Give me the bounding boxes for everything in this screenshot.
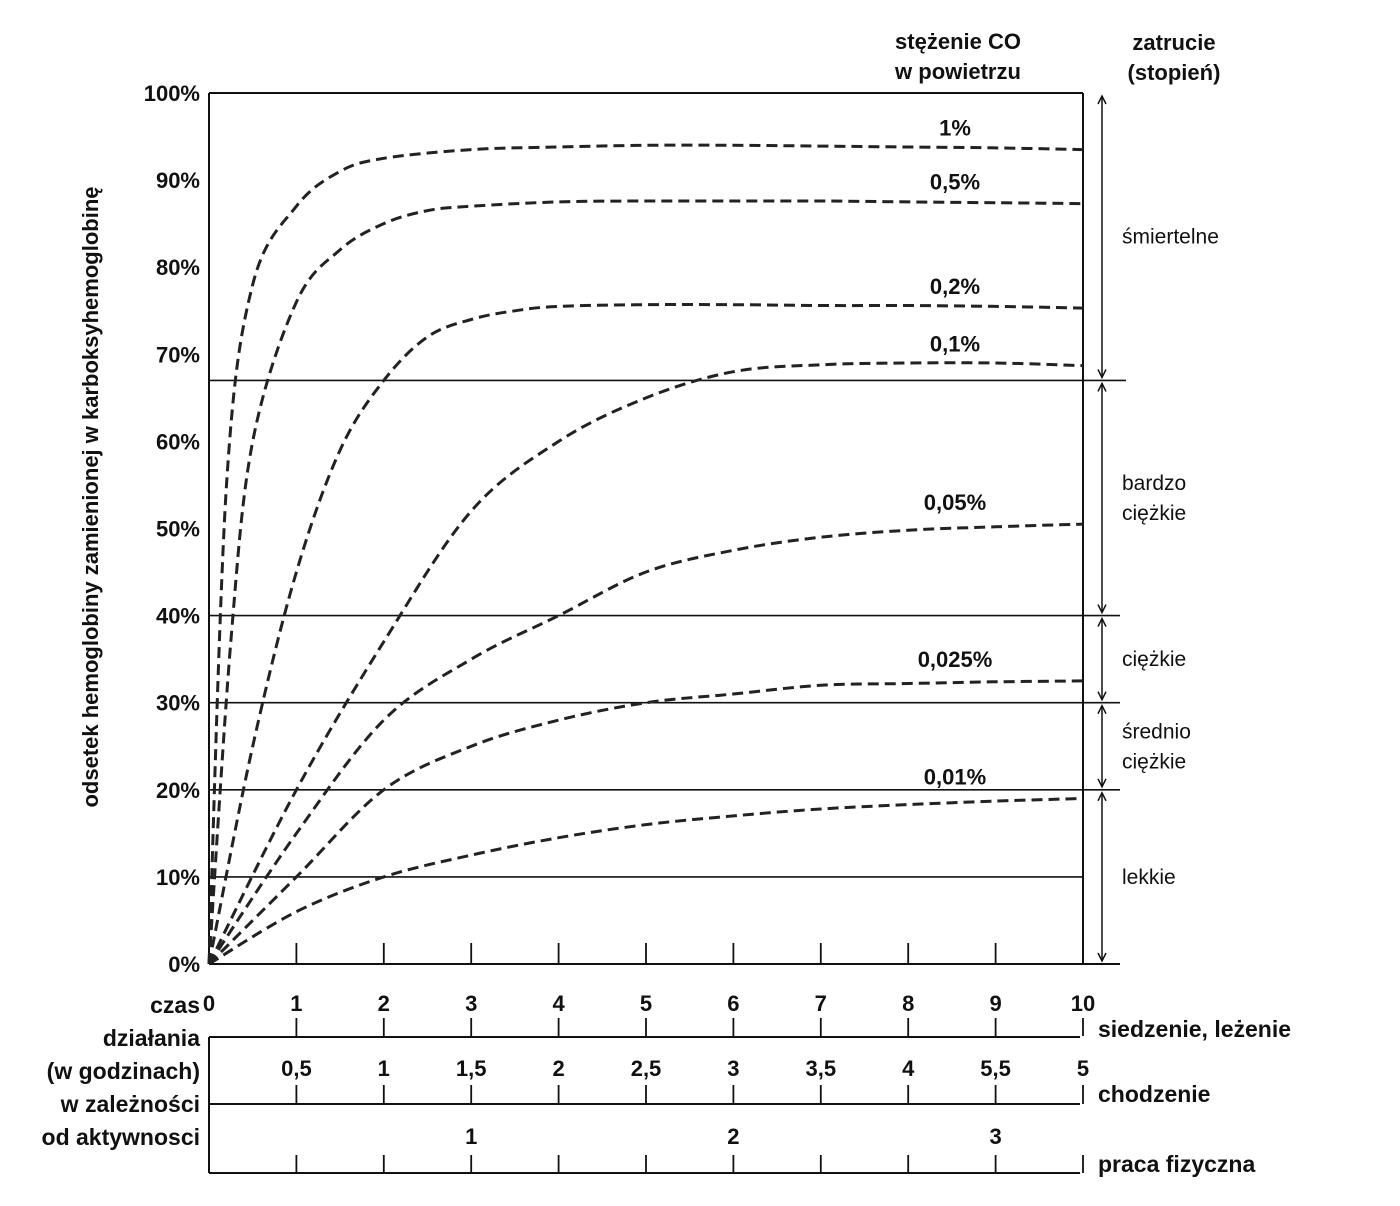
time-scale-name: chodzenie: [1098, 1081, 1210, 1107]
y-tick-label: 10%: [156, 865, 200, 890]
series-header-line: stężenie CO: [895, 29, 1021, 54]
time-tick-label: 2: [727, 1124, 739, 1149]
time-tick-label: 1: [290, 991, 302, 1016]
time-tick-label: 8: [902, 991, 914, 1016]
arrow-head: [1097, 691, 1107, 702]
severity-label: średnio: [1122, 720, 1191, 743]
series-line-1: [207, 199, 1084, 965]
severity-label: ciężkie: [1122, 648, 1186, 671]
series-header: stężenie CO w powietrzu: [894, 29, 1021, 84]
time-tick-label: 5,5: [980, 1056, 1011, 1081]
y-tick-label: 90%: [156, 168, 200, 193]
series-line-4: [207, 522, 1084, 965]
y-tick-label: 60%: [156, 429, 200, 454]
y-tick-label: 80%: [156, 255, 200, 280]
series-label: 0,5%: [930, 170, 980, 195]
series-line-6: [208, 797, 1084, 966]
arrow-head: [1097, 94, 1107, 105]
time-tick-label: 0,5: [281, 1056, 312, 1081]
time-tick-label: 2: [552, 1056, 564, 1081]
arrow-head: [1097, 952, 1107, 963]
time-tick-label: 5: [640, 991, 652, 1016]
severity-label: ciężkie: [1122, 502, 1186, 525]
time-tick-label: 3: [465, 991, 477, 1016]
time-tick-label: 2,5: [631, 1056, 662, 1081]
y-tick-label: 0%: [168, 952, 200, 977]
series-label: 0,025%: [918, 647, 993, 672]
arrow-head: [1097, 778, 1107, 789]
severity-label: lekkie: [1122, 866, 1176, 889]
series-label: 0,05%: [924, 490, 986, 515]
series-header-line: w powietrzu: [894, 59, 1021, 84]
severity-label: śmiertelne: [1122, 226, 1219, 249]
plot-frame: [208, 92, 1120, 965]
time-axis-label-line: (w godzinach): [47, 1058, 200, 1084]
time-tick-label: 3,5: [806, 1056, 837, 1081]
time-tick-label: 4: [552, 991, 565, 1016]
severity-lines: [209, 379, 1126, 878]
time-scale-name: siedzenie, leżenie: [1098, 1016, 1291, 1042]
severity-header-line: (stopień): [1128, 60, 1221, 85]
severity-label: ciężkie: [1122, 750, 1186, 773]
severity-header-line: zatrucie: [1132, 30, 1215, 55]
time-scale-name: praca fizyczna: [1098, 1151, 1255, 1177]
series-line-5: [207, 679, 1084, 966]
time-tick-label: 9: [989, 991, 1001, 1016]
series-line-0: [207, 143, 1084, 965]
time-tick-label: 5: [1077, 1056, 1089, 1081]
y-tick-label: 30%: [156, 691, 200, 716]
series-line-2: [207, 303, 1084, 965]
time-tick-label: 3: [727, 1056, 739, 1081]
y-tick-label: 20%: [156, 778, 200, 803]
severity-scale: zatrucie (stopień) lekkie średnio ciężkie cię…: [1097, 30, 1221, 963]
time-tick-label: 1: [378, 1056, 390, 1081]
severity-label: bardzo: [1122, 472, 1186, 495]
time-tick-label: 1,5: [456, 1056, 487, 1081]
y-tick-label: 70%: [156, 342, 200, 367]
time-tick-label: 1: [465, 1124, 477, 1149]
y-tick-label: 40%: [156, 604, 200, 629]
y-axis-label: odsetek hemoglobiny zamienionej w karbok…: [78, 186, 103, 807]
y-tick-label: 50%: [156, 517, 200, 542]
time-axis-label-line: w zależności: [60, 1091, 200, 1117]
y-axis-ticks: 0% 10% 20% 30% 40% 50% 60% 70% 80% 90% 100%: [144, 81, 200, 977]
arrow-head: [1097, 616, 1107, 627]
arrow-head: [1097, 704, 1107, 715]
time-axis-label: czas działania (w godzinach) w zależności od…: [42, 992, 201, 1150]
arrow-head: [1097, 369, 1107, 380]
series-label: 1%: [939, 116, 971, 141]
series-label: 0,1%: [930, 332, 980, 357]
series-label: 0,2%: [930, 274, 980, 299]
y-tick-label: 100%: [144, 81, 200, 106]
concentration-curves: 1% 0,5% 0,2% 0,1% 0,05% 0,025% 0,01%: [207, 116, 1084, 966]
time-tick-label: 7: [815, 991, 827, 1016]
arrow-head: [1097, 791, 1107, 802]
series-line-3: [207, 361, 1084, 965]
time-tick-label: 0: [203, 991, 215, 1016]
arrow-head: [1097, 604, 1107, 615]
time-tick-label: 10: [1071, 991, 1095, 1016]
time-tick-label: 4: [902, 1056, 915, 1081]
time-tick-label: 3: [989, 1124, 1001, 1149]
time-tick-label: 6: [727, 991, 739, 1016]
time-tick-label: 2: [378, 991, 390, 1016]
time-axis-label-line: działania: [103, 1025, 200, 1051]
arrow-head: [1097, 381, 1107, 392]
time-axis-label-line: czas: [150, 992, 200, 1018]
series-label: 0,01%: [924, 765, 986, 790]
time-axis-label-line: od aktywnosci: [42, 1124, 200, 1150]
